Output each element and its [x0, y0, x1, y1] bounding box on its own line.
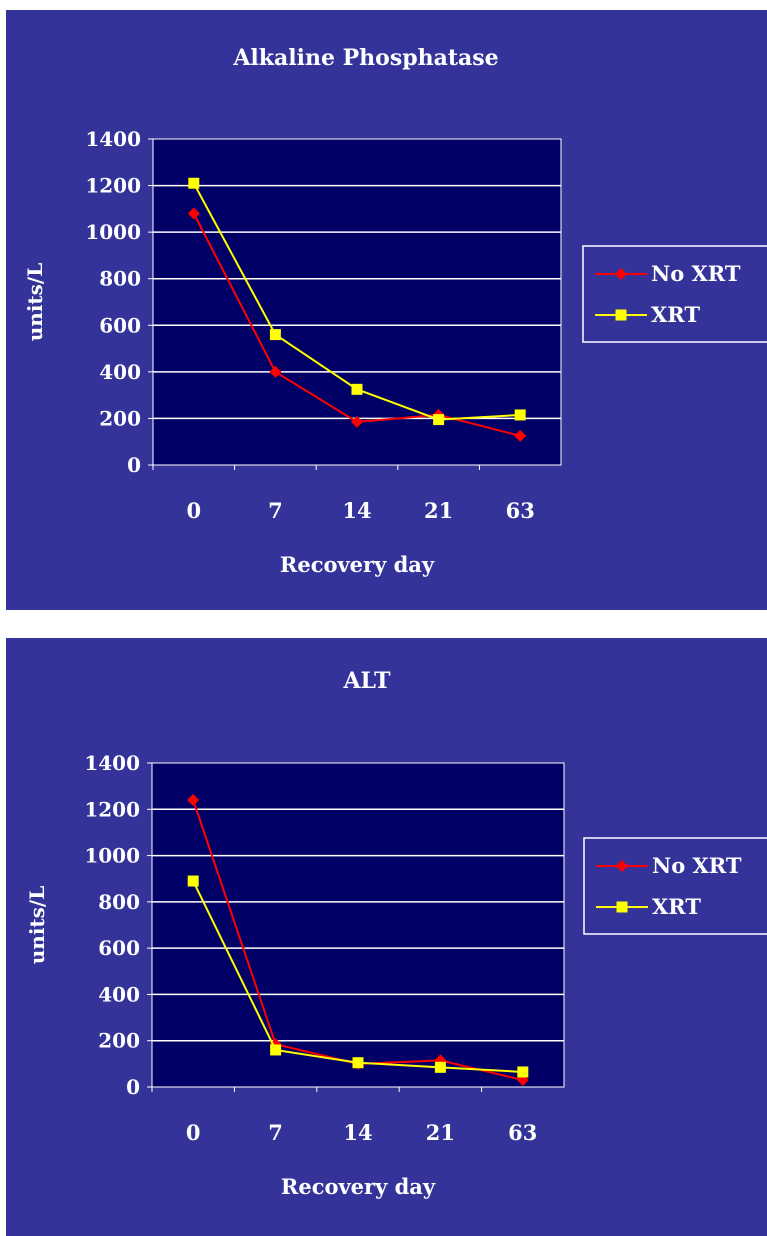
- x-tick-label: 14: [343, 1120, 372, 1145]
- legend-swatch-marker: [616, 860, 628, 872]
- data-point: [517, 1066, 529, 1078]
- data-point: [434, 1054, 447, 1067]
- y-tick-label: 1200: [85, 174, 141, 198]
- x-tick-label: 0: [186, 498, 201, 523]
- data-point: [352, 1057, 364, 1069]
- y-tick-label: 600: [99, 313, 141, 337]
- y-tick-label: 1200: [84, 797, 140, 821]
- x-tick-label: 7: [268, 498, 283, 523]
- y-tick-label: 1400: [85, 127, 141, 151]
- data-point: [514, 429, 527, 442]
- data-point: [433, 414, 445, 426]
- alt-chart-panel: ALT 0 200 400 600 800 1000 1200 1400 units/L 0 7 14 2…: [6, 638, 767, 1236]
- x-tick-label: 14: [342, 498, 371, 523]
- data-point: [434, 1061, 446, 1073]
- x-axis-label: Recovery day: [281, 1174, 436, 1199]
- legend: No XRT XRT: [582, 245, 767, 343]
- data-point: [187, 875, 199, 887]
- y-tick-label: 400: [99, 360, 141, 384]
- x-axis-label: Recovery day: [280, 552, 435, 577]
- data-point: [514, 409, 526, 421]
- y-tick-label: 1000: [85, 220, 141, 244]
- legend-swatch-marker: [616, 901, 628, 913]
- y-tick-label: 0: [126, 1075, 140, 1099]
- legend-swatch-marker: [615, 268, 627, 280]
- plot-area: [152, 138, 562, 466]
- y-tick-label: 0: [127, 453, 141, 477]
- x-tick-label: 63: [506, 498, 535, 523]
- alt-chart: ALT 0 200 400 600 800 1000 1200 1400 units/L 0 7 14 2…: [25, 668, 767, 1199]
- data-point: [269, 329, 281, 341]
- y-tick-label: 800: [98, 890, 140, 914]
- x-tick-label: 21: [424, 498, 453, 523]
- x-tick-label: 7: [268, 1120, 283, 1145]
- y-tick-label: 1000: [84, 844, 140, 868]
- chart-title: ALT: [342, 668, 391, 694]
- y-axis-label: units/L: [25, 886, 49, 965]
- legend-box: [583, 837, 767, 935]
- alkaline-phosphatase-chart: Alkaline Phosphatase 0 200 400 600 800 1000 120…: [23, 45, 767, 577]
- legend-label: XRT: [651, 302, 700, 327]
- legend-label: XRT: [652, 894, 701, 919]
- data-point: [270, 1044, 282, 1056]
- y-tick-label: 200: [98, 1029, 140, 1053]
- y-tick-label: 1400: [84, 751, 140, 775]
- y-tick-label: 800: [99, 267, 141, 291]
- x-tick-label: 21: [426, 1120, 455, 1145]
- data-point: [187, 794, 200, 807]
- y-tick-label: 600: [98, 936, 140, 960]
- y-tick-label: 200: [99, 406, 141, 430]
- x-tick-label: 63: [508, 1120, 537, 1145]
- legend-box: [582, 245, 767, 343]
- plot-area: [151, 762, 565, 1088]
- legend: No XRT XRT: [583, 837, 767, 935]
- data-point: [351, 383, 363, 395]
- y-tick-label: 400: [98, 982, 140, 1006]
- data-point: [187, 207, 200, 220]
- data-point: [269, 365, 282, 378]
- x-tick-label: 0: [186, 1120, 201, 1145]
- data-point: [188, 177, 200, 189]
- chart-title: Alkaline Phosphatase: [232, 45, 498, 71]
- y-axis-label: units/L: [23, 263, 47, 342]
- legend-label: No XRT: [651, 261, 741, 286]
- alkaline-phosphatase-chart-panel: Alkaline Phosphatase 0 200 400 600 800 1000 120…: [6, 10, 767, 610]
- legend-label: No XRT: [652, 853, 742, 878]
- legend-swatch-marker: [615, 309, 627, 321]
- data-point: [351, 415, 363, 428]
